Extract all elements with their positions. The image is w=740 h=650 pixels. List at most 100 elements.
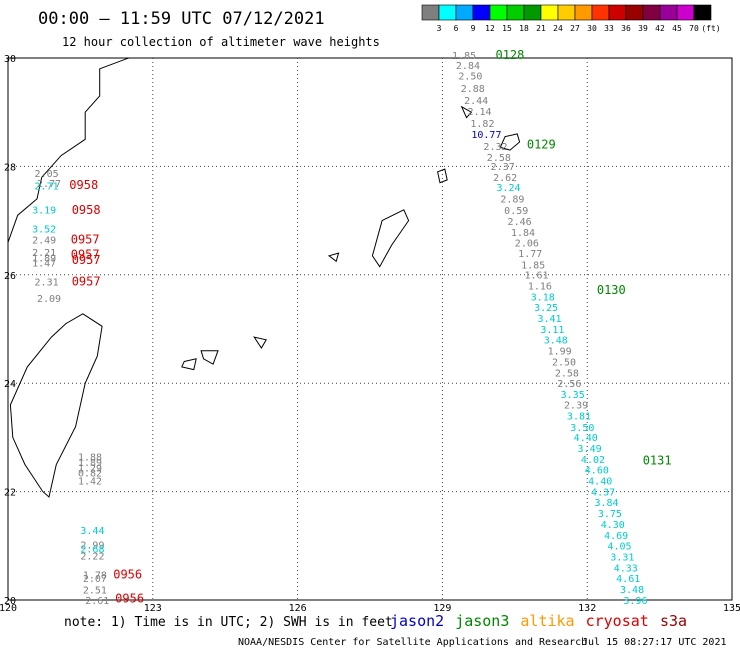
wave-height-label: 2.46 [508,217,532,228]
wave-height-label: 2.68 [80,544,104,555]
track-time-label: 0956 [115,592,144,606]
latitude-tick-label: 24 [4,379,16,390]
wave-height-label: 1.42 [78,477,102,488]
coastline-china_coast [7,57,129,259]
wave-height-label: 3.25 [534,303,558,314]
colorbar-swatch [421,4,440,21]
wave-height-label: 3.52 [32,225,56,236]
wave-height-label: 3.18 [531,292,555,303]
longitude-tick-label: 120 [0,603,17,614]
colorbar-label: 39 [638,24,648,33]
wave-height-label: 3.24 [496,183,520,194]
latitude-tick-label: 26 [4,271,16,282]
colorbar-label: 21 [536,24,546,33]
colorbar-label: (ft) [701,24,720,33]
wave-height-label: 1.88 [78,453,102,464]
footer: note: 1) Time is in UTC; 2) SWH is in fe… [64,612,727,648]
satellite-legend-jason2: jason2 [390,612,444,630]
wave-height-labels: 1.852.842.502.882.442.141.8210.772.322.5… [32,51,647,607]
track-time-label: 0129 [527,138,556,152]
track-time-label: 0957 [71,248,100,262]
wave-height-label: 10.77 [471,130,501,141]
wave-height-label: 1.29 [78,464,102,475]
wave-height-label: 4.33 [614,563,638,574]
satellite-legend: jason2 jason3 altika cryosat s3a [390,612,687,630]
wave-height-label: 2.71 [35,182,59,193]
track-time-label: 0957 [71,232,100,246]
map-title: 00:00 – 11:59 UTC 07/12/2021 [38,9,325,29]
wave-height-label: 2.05 [35,169,59,180]
colorbar-label: 70 [689,24,699,33]
colorbar-label: 27 [570,24,580,33]
wave-height-label: 2.61 [85,596,109,607]
colorbar-swatch [557,4,576,21]
wave-height-label: 2.58 [555,369,579,380]
track-time-label: 0128 [495,48,524,62]
wave-height-label: 3.50 [570,423,594,434]
wave-height-label: 3.48 [544,336,568,347]
colorbar-swatch [489,4,508,21]
longitude-tick-label: 132 [578,603,596,614]
colorbar-label: 33 [604,24,614,33]
wave-height-label: 2.49 [32,235,56,246]
wave-height-label: 2.84 [456,61,480,72]
wave-height-label: 2.07 [83,574,107,585]
colorbar-label: 18 [519,24,529,33]
wave-height-label: 2.77 [37,179,61,190]
wave-height-label: 2.50 [458,72,482,83]
wave-height-label: 2.22 [80,551,104,562]
colorbar-swatch [591,4,610,21]
wave-height-label: 4.40 [588,477,612,488]
map-plot-area: 1.852.842.502.882.442.141.8210.772.322.5… [7,48,733,607]
wave-height-label: 1.78 [83,570,107,581]
track-time-labels: 0128012901300131095809580957095709570957… [69,48,671,606]
map-subtitle: 12 hour collection of altimeter wave hei… [62,35,380,49]
wave-height-label: 2.50 [552,357,576,368]
wave-height-label: 1.99 [548,346,572,357]
colorbar-label: 15 [502,24,512,33]
wave-height-label: 1.89 [32,253,56,264]
wave-height-label: 2.44 [464,96,488,107]
wave-height-label: 3.11 [540,325,564,336]
longitude-tick-labels: 120 123 126 129 132 135 [0,603,740,614]
longitude-tick-label: 129 [433,603,451,614]
colorbar-swatch [676,4,695,21]
colorbar-swatch [574,4,593,21]
wave-height-label: 2.37 [491,162,515,173]
track-time-label: 0130 [597,283,626,297]
colorbar-label: 24 [553,24,563,33]
wave-height-label: 1.89 [78,458,102,469]
colorbar-label: 12 [485,24,495,33]
wave-height-label: 2.21 [32,248,56,259]
wave-height-label: 3.31 [610,552,634,563]
colorbar-label: 45 [672,24,682,33]
track-time-label: 0956 [113,567,142,581]
wave-height-label: 4.60 [585,466,609,477]
wave-height-label: 4.02 [581,455,605,466]
wave-height-label: 2.14 [467,107,491,118]
wave-height-label: 4.37 [591,487,615,498]
wave-height-label: 3.48 [620,585,644,596]
wave-height-label: 3.96 [623,596,647,607]
colorbar-label: 30 [587,24,597,33]
wave-height-label: 2.39 [564,401,588,412]
wave-height-label: 0.82 [78,468,102,479]
wave-height-label: 2.56 [557,379,581,390]
track-time-label: 0131 [643,454,672,468]
satellite-legend-jason3: jason3 [455,612,509,630]
latitude-tick-label: 28 [4,162,16,173]
colorbar-swatch [540,4,559,21]
satellite-legend-altika: altika [520,612,574,630]
coastline-yakushima [499,133,521,151]
wave-height-label: 2.58 [487,153,511,164]
colorbar-swatch [472,4,491,21]
wave-height-label: 3.35 [561,390,585,401]
track-time-label: 0958 [72,203,101,217]
coastline-kume [327,252,340,263]
longitude-tick-label: 126 [289,603,307,614]
colorbar-swatch [693,4,712,21]
wave-height-label: 2.06 [515,239,539,250]
footer-note: note: 1) Time is in UTC; 2) SWH is in fe… [64,615,393,630]
colorbar-label: 9 [471,24,476,33]
colorbar-label: 3 [437,24,442,33]
